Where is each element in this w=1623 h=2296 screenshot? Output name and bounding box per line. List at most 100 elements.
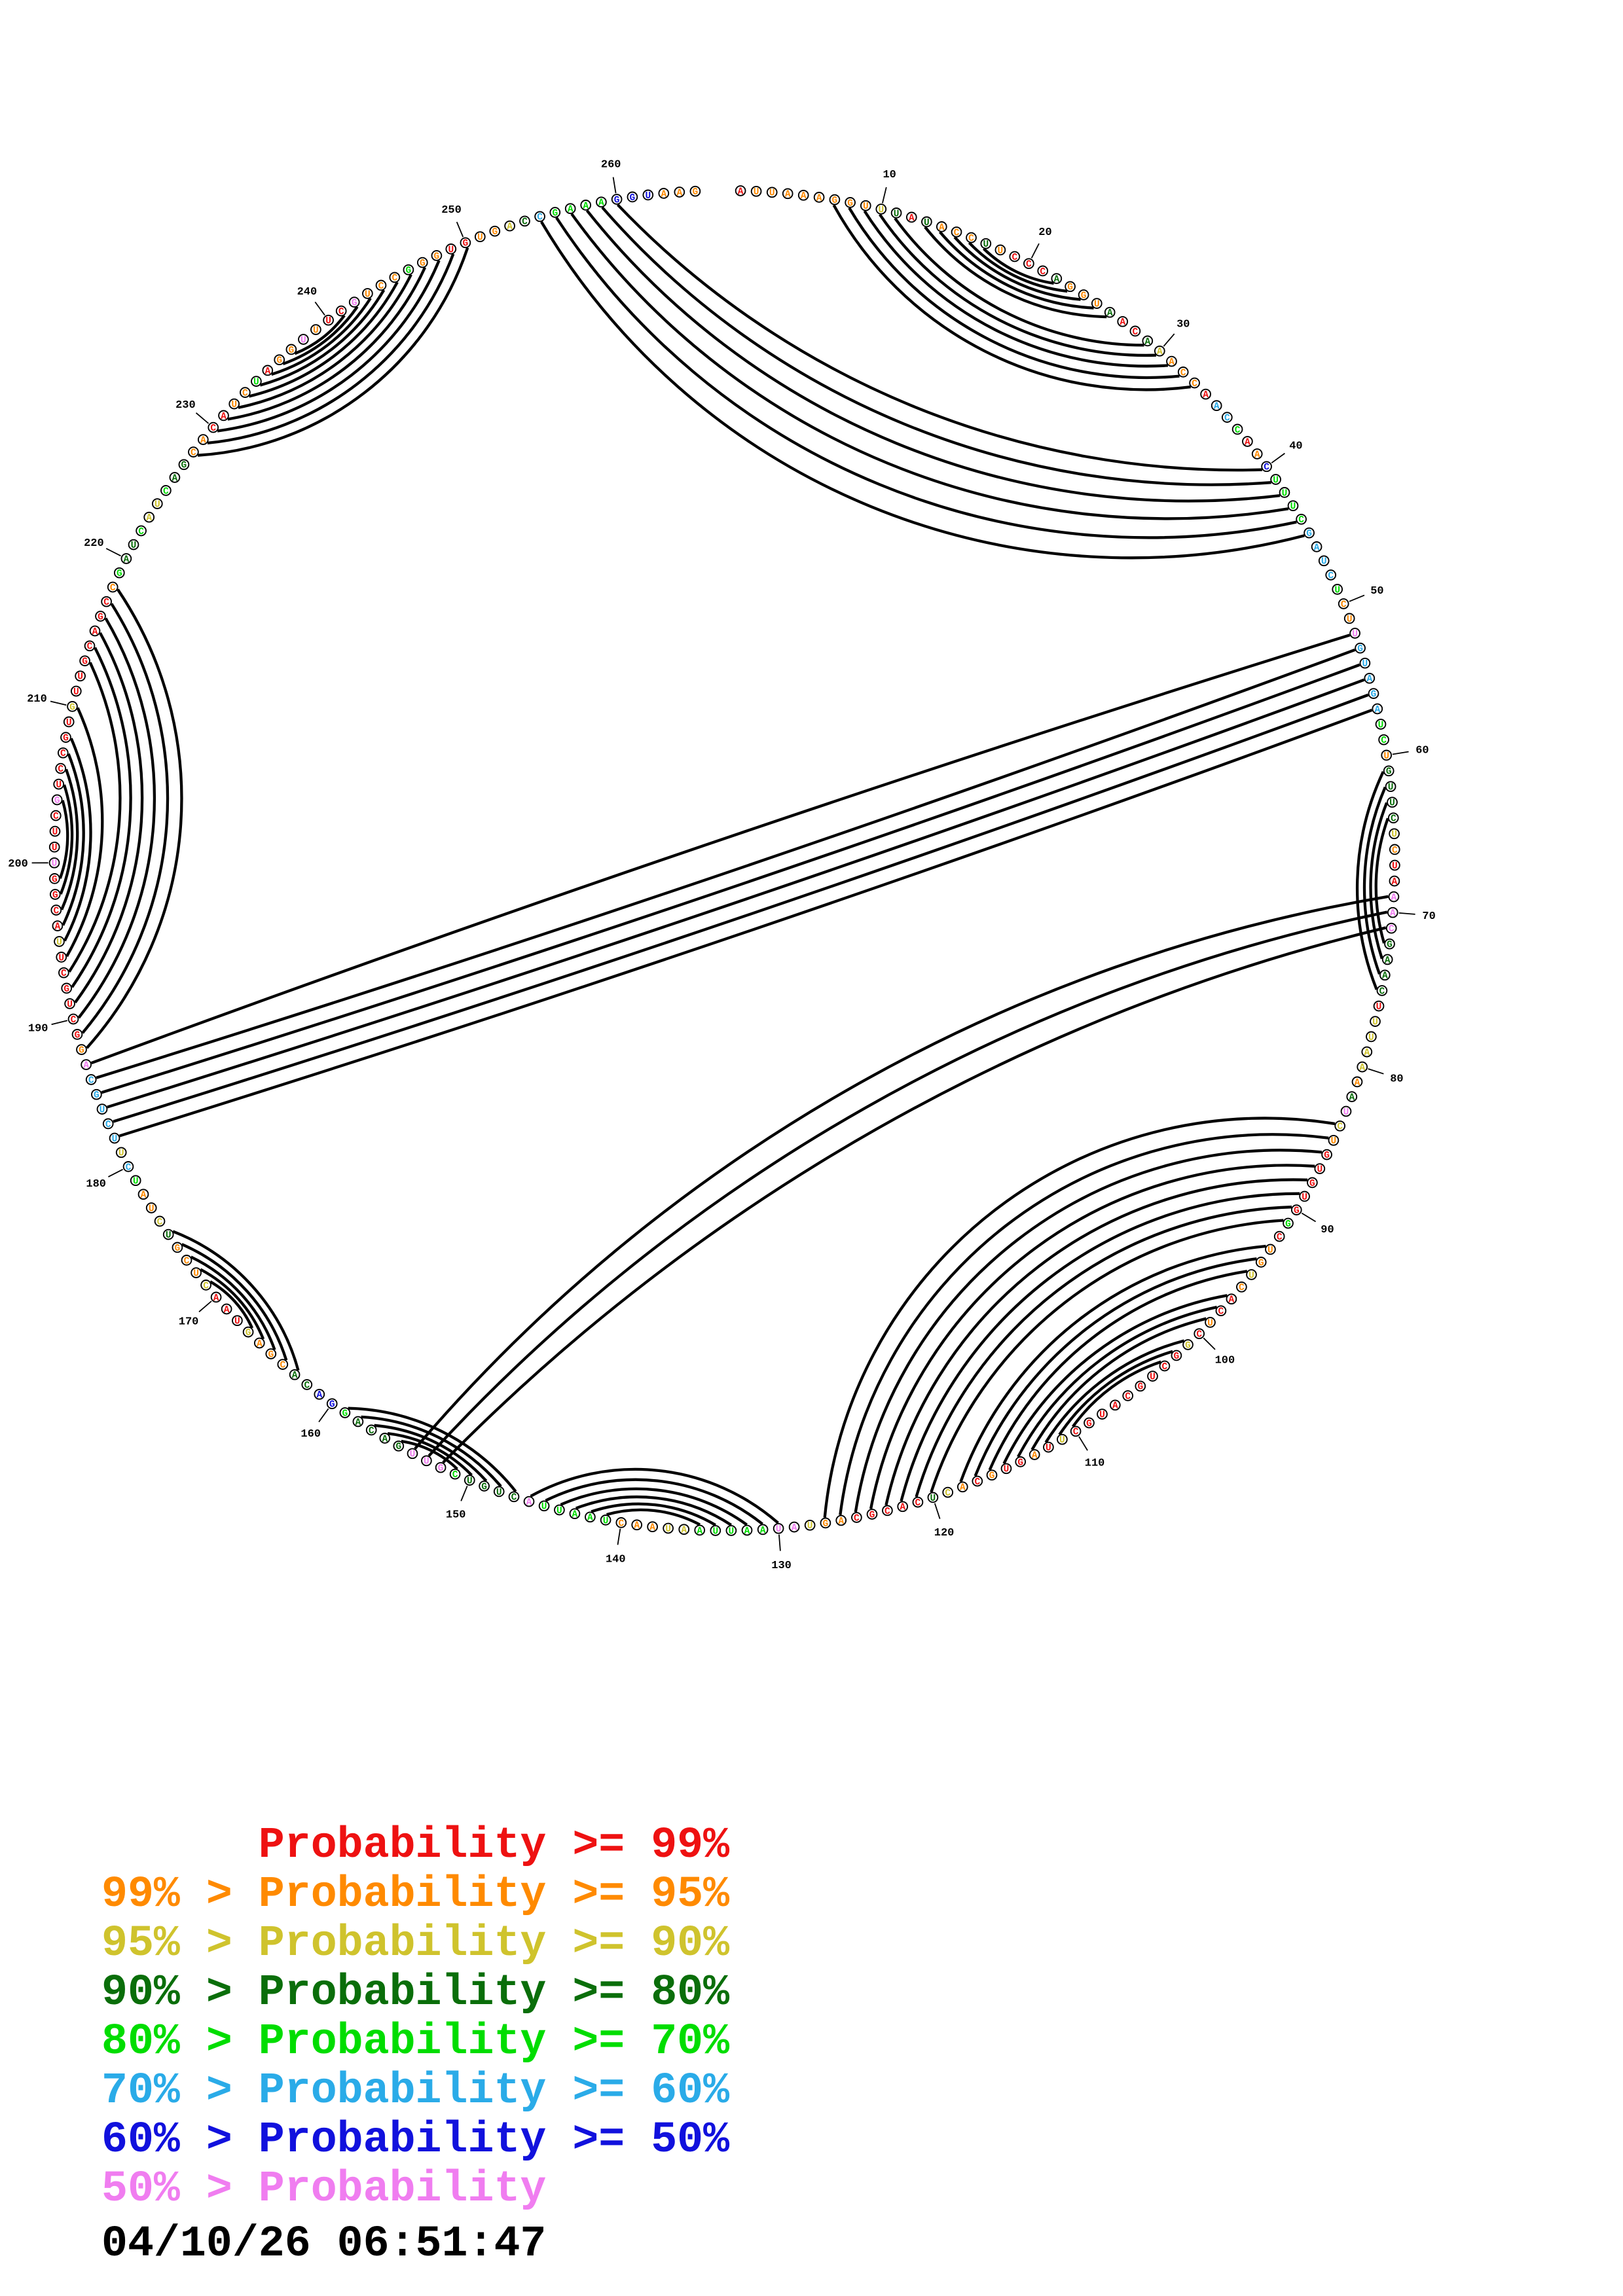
svg-text:C: C bbox=[1073, 1427, 1079, 1438]
svg-text:G: G bbox=[54, 796, 60, 806]
svg-text:G: G bbox=[823, 1519, 829, 1530]
svg-text:G: G bbox=[406, 266, 412, 276]
svg-text:U: U bbox=[754, 187, 759, 198]
svg-text:G: G bbox=[395, 1442, 401, 1452]
svg-text:C: C bbox=[1379, 986, 1385, 997]
svg-text:C: C bbox=[537, 213, 543, 223]
svg-text:G: G bbox=[1324, 1151, 1330, 1161]
svg-text:G: G bbox=[420, 259, 426, 269]
svg-text:A: A bbox=[1032, 1450, 1038, 1461]
svg-text:C: C bbox=[304, 1380, 310, 1391]
svg-text:C: C bbox=[103, 598, 109, 608]
svg-text:G: G bbox=[438, 1463, 444, 1474]
svg-text:U: U bbox=[1267, 1246, 1273, 1256]
svg-text:G: G bbox=[75, 1030, 81, 1041]
svg-text:C: C bbox=[53, 812, 59, 822]
svg-text:G: G bbox=[1285, 1219, 1291, 1230]
svg-text:C: C bbox=[210, 423, 216, 434]
svg-text:G: G bbox=[181, 461, 187, 471]
svg-text:A: A bbox=[838, 1516, 844, 1527]
svg-text:U: U bbox=[52, 827, 58, 838]
svg-text:200: 200 bbox=[8, 858, 28, 870]
svg-text:C: C bbox=[58, 764, 64, 775]
svg-text:A: A bbox=[1203, 390, 1209, 401]
svg-text:C: C bbox=[184, 1256, 190, 1266]
svg-text:U: U bbox=[1046, 1443, 1051, 1454]
svg-text:U: U bbox=[1347, 615, 1353, 625]
svg-text:A: A bbox=[792, 1523, 797, 1534]
svg-text:A: A bbox=[1112, 1401, 1118, 1412]
svg-text:U: U bbox=[1389, 798, 1395, 809]
svg-text:C: C bbox=[522, 217, 528, 228]
svg-text:C: C bbox=[1337, 1122, 1343, 1132]
svg-text:G: G bbox=[352, 298, 357, 309]
svg-text:A: A bbox=[1382, 971, 1388, 982]
svg-text:70: 70 bbox=[1422, 910, 1435, 923]
svg-text:U: U bbox=[924, 218, 930, 228]
svg-text:C: C bbox=[1277, 1232, 1283, 1243]
svg-text:A: A bbox=[1364, 1048, 1370, 1058]
svg-text:U: U bbox=[253, 378, 259, 388]
svg-text:C: C bbox=[1040, 267, 1046, 278]
svg-text:U: U bbox=[1317, 1165, 1322, 1175]
svg-text:U: U bbox=[1273, 475, 1279, 486]
svg-text:U: U bbox=[1334, 585, 1340, 596]
svg-text:A: A bbox=[583, 201, 589, 211]
svg-text:A: A bbox=[1169, 357, 1175, 368]
svg-text:A: A bbox=[92, 627, 98, 637]
svg-text:G: G bbox=[1258, 1258, 1264, 1268]
svg-text:U: U bbox=[193, 1269, 199, 1280]
svg-text:A: A bbox=[1214, 402, 1220, 412]
svg-text:U: U bbox=[930, 1494, 936, 1504]
svg-text:A: A bbox=[572, 1510, 578, 1520]
svg-text:C: C bbox=[88, 1075, 94, 1086]
svg-text:U: U bbox=[807, 1521, 813, 1532]
svg-text:A: A bbox=[124, 554, 130, 565]
svg-text:G: G bbox=[463, 239, 469, 249]
svg-text:190: 190 bbox=[28, 1023, 48, 1035]
svg-text:G: G bbox=[1386, 767, 1392, 778]
svg-text:160: 160 bbox=[301, 1428, 321, 1441]
svg-text:C: C bbox=[618, 1518, 624, 1529]
svg-text:A: A bbox=[1229, 1295, 1235, 1306]
svg-text:U: U bbox=[100, 1105, 105, 1116]
svg-text:A: A bbox=[900, 1503, 905, 1513]
svg-text:G: G bbox=[1137, 1382, 1143, 1393]
svg-text:U: U bbox=[52, 859, 58, 869]
svg-text:A: A bbox=[1144, 337, 1150, 348]
svg-text:U: U bbox=[410, 1450, 416, 1460]
svg-text:G: G bbox=[94, 1090, 100, 1101]
svg-text:A: A bbox=[785, 190, 791, 200]
svg-text:A: A bbox=[598, 198, 604, 209]
svg-text:G: G bbox=[693, 187, 699, 198]
svg-text:04/10/26 06:51:47: 04/10/26 06:51:47 bbox=[101, 2219, 546, 2269]
svg-text:C: C bbox=[452, 1470, 458, 1480]
svg-text:G: G bbox=[268, 1350, 274, 1360]
svg-text:U: U bbox=[1302, 1193, 1307, 1203]
svg-text:U: U bbox=[58, 953, 64, 963]
svg-text:G: G bbox=[276, 356, 282, 367]
svg-text:U: U bbox=[712, 1526, 718, 1537]
svg-text:A: A bbox=[1392, 877, 1398, 888]
svg-text:180: 180 bbox=[86, 1178, 106, 1191]
svg-text:Probability >= 99%: Probability >= 99% bbox=[101, 1821, 729, 1870]
svg-text:C: C bbox=[1125, 1391, 1131, 1402]
svg-text:G: G bbox=[1086, 1419, 1092, 1429]
svg-text:U: U bbox=[1376, 1002, 1382, 1013]
svg-text:C: C bbox=[392, 274, 397, 284]
svg-text:140: 140 bbox=[606, 1554, 626, 1566]
svg-text:A: A bbox=[681, 1526, 687, 1536]
svg-text:C: C bbox=[53, 906, 59, 916]
svg-text:G: G bbox=[552, 208, 558, 219]
svg-text:U: U bbox=[863, 202, 869, 212]
svg-text:C: C bbox=[1192, 379, 1197, 389]
svg-text:A: A bbox=[676, 188, 682, 198]
svg-text:G: G bbox=[1067, 283, 1073, 293]
svg-text:U: U bbox=[166, 1230, 172, 1241]
svg-text:170: 170 bbox=[179, 1316, 199, 1329]
svg-text:U: U bbox=[477, 233, 483, 243]
svg-text:C: C bbox=[968, 234, 974, 244]
svg-text:G: G bbox=[63, 734, 69, 744]
svg-text:G: G bbox=[82, 657, 88, 668]
svg-text:110: 110 bbox=[1085, 1458, 1105, 1470]
